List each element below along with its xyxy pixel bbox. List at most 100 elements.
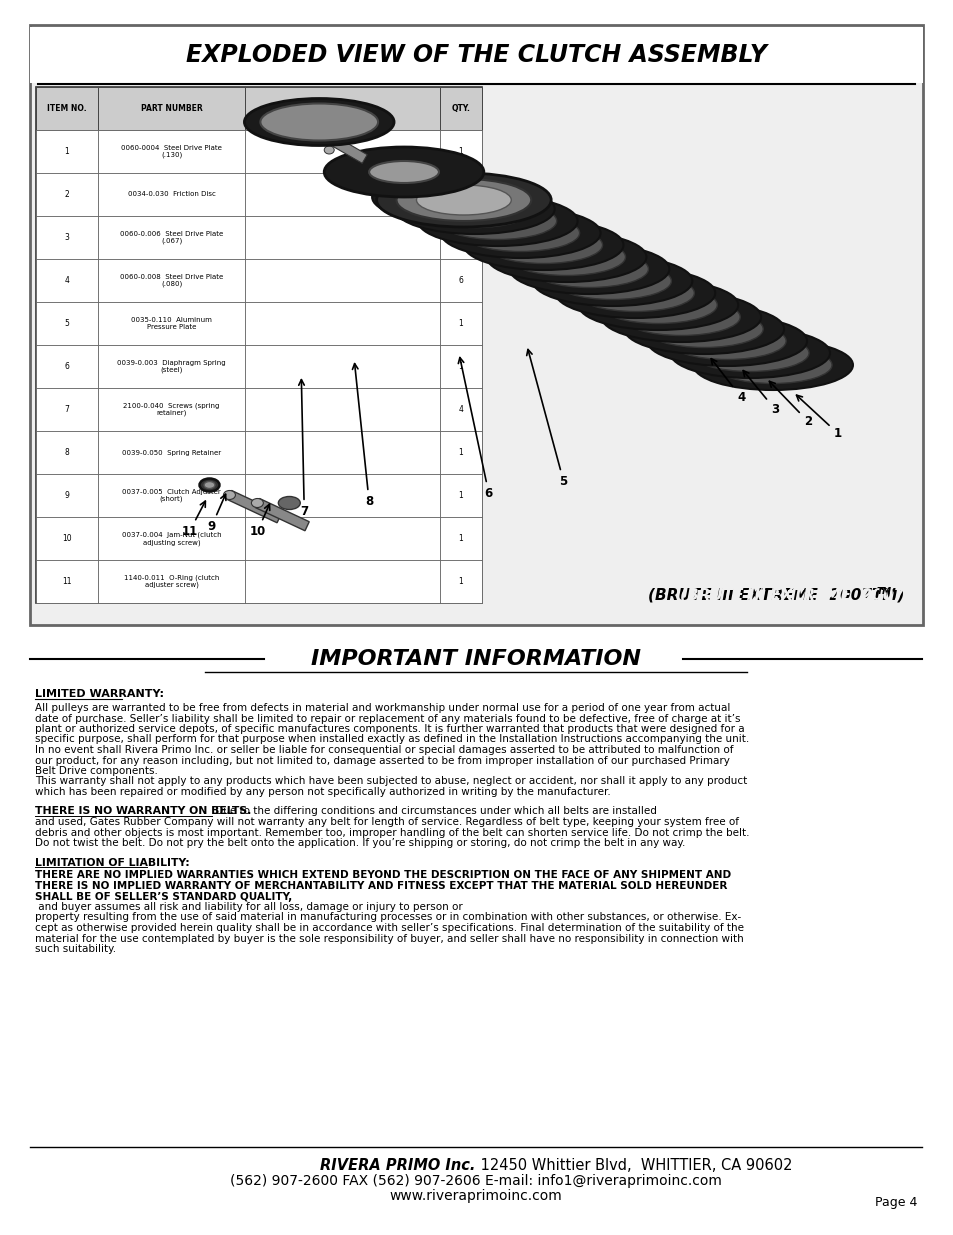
Bar [97, 431, 245, 474]
Text: 7: 7 [458, 190, 463, 199]
Bar [245, 431, 439, 474]
Text: 8: 8 [65, 448, 70, 457]
Ellipse shape [507, 238, 625, 275]
Ellipse shape [576, 274, 694, 311]
Bar [439, 86, 481, 130]
Text: 1: 1 [65, 147, 70, 156]
Bar [245, 216, 439, 259]
Bar [245, 259, 439, 303]
Bar [97, 345, 245, 388]
Text: EXPLODED VIEW OF THE CLUTCH ASSEMBLY: EXPLODED VIEW OF THE CLUTCH ASSEMBLY [186, 43, 766, 67]
Ellipse shape [630, 296, 685, 314]
Text: 0060-0.006  Steel Drive Plate
(.067): 0060-0.006 Steel Drive Plate (.067) [120, 231, 223, 245]
Bar [291, 116, 327, 143]
Ellipse shape [668, 322, 785, 359]
Ellipse shape [416, 190, 533, 227]
Text: (BRUTE III EXTREME  2007TM): (BRUTE III EXTREME 2007TM) [648, 588, 903, 603]
Ellipse shape [693, 340, 852, 390]
Text: such suitability.: such suitability. [35, 944, 116, 953]
Text: 4: 4 [65, 275, 70, 285]
Bar [245, 388, 439, 431]
Bar [36, 345, 97, 388]
Ellipse shape [393, 179, 510, 215]
Text: 1140-0.011  O-Ring (clutch
adjuster screw): 1140-0.011 O-Ring (clutch adjuster screw… [124, 574, 219, 589]
Text: our product, for any reason including, but not limited to, damage asserted to be: our product, for any reason including, b… [35, 756, 729, 766]
Ellipse shape [578, 280, 738, 330]
Text: plant or authorized service depots, of specific manufactures components. It is f: plant or authorized service depots, of s… [35, 724, 743, 734]
Bar [331, 137, 367, 163]
Ellipse shape [493, 225, 548, 242]
Text: 1: 1 [458, 362, 463, 370]
Bar [439, 559, 481, 603]
Bar [36, 303, 97, 345]
Text: Do not twist the belt. Do not pry the belt onto the application. If you’re shipp: Do not twist the belt. Do not pry the be… [35, 839, 684, 848]
Bar [439, 345, 481, 388]
Text: 8: 8 [352, 363, 373, 508]
Text: 5: 5 [65, 319, 70, 329]
Ellipse shape [714, 347, 831, 384]
Bar [36, 431, 97, 474]
Ellipse shape [516, 236, 571, 253]
Text: 5: 5 [526, 350, 567, 488]
Ellipse shape [691, 335, 808, 372]
Text: specific purpose, shall perform for that purpose when installed exactly as defin: specific purpose, shall perform for that… [35, 735, 748, 745]
Bar [36, 216, 97, 259]
Bar [36, 173, 97, 216]
Text: 9: 9 [207, 494, 226, 534]
Bar [97, 173, 245, 216]
Text: 0037-0.004  Jam-Nut (clutch
adjusting screw): 0037-0.004 Jam-Nut (clutch adjusting scr… [122, 531, 221, 546]
Text: In no event shall Rivera Primo Inc. or seller be liable for consequential or spe: In no event shall Rivera Primo Inc. or s… [35, 745, 733, 755]
Ellipse shape [670, 329, 829, 378]
Text: Due to the differing conditions and circumstances under which all belts are inst: Due to the differing conditions and circ… [213, 806, 657, 816]
Bar [439, 259, 481, 303]
Text: cept as otherwise provided herein quality shall be in accordance with seller’s s: cept as otherwise provided herein qualit… [35, 923, 743, 932]
Text: 1: 1 [458, 577, 463, 585]
Bar [245, 86, 439, 130]
Text: This warranty shall not apply to any products which have been subjected to abuse: This warranty shall not apply to any pro… [35, 777, 746, 787]
Text: 5: 5 [458, 233, 463, 242]
Text: 0039-0.050  Spring Retainer: 0039-0.050 Spring Retainer [122, 450, 221, 456]
Bar [36, 86, 481, 603]
Text: 6: 6 [65, 362, 70, 370]
Ellipse shape [204, 482, 214, 489]
Bar [97, 303, 245, 345]
Bar [439, 431, 481, 474]
Bar [439, 130, 481, 173]
Text: (BRUTE III EXTREME  2007: (BRUTE III EXTREME 2007 [679, 588, 902, 603]
Text: 7: 7 [65, 405, 70, 414]
Text: 0037-0.005  Clutch Adjuster
(short): 0037-0.005 Clutch Adjuster (short) [122, 489, 221, 503]
Ellipse shape [584, 273, 639, 289]
Bar [245, 517, 439, 559]
Text: which has been repaired or modified by any person not specifically authorized in: which has been repaired or modified by a… [35, 787, 610, 797]
Text: 2100-0.040  Screws (spring
retainer): 2100-0.040 Screws (spring retainer) [123, 403, 219, 416]
Text: THERE IS NO IMPLIED WARRANTY OF MERCHANTABILITY AND FITNESS EXCEPT THAT THE MATE: THERE IS NO IMPLIED WARRANTY OF MERCHANT… [35, 881, 726, 890]
Text: IMPORTANT INFORMATION: IMPORTANT INFORMATION [311, 650, 640, 669]
Ellipse shape [484, 226, 602, 263]
Bar [36, 559, 97, 603]
Ellipse shape [607, 284, 662, 301]
Text: 2: 2 [768, 382, 811, 429]
Ellipse shape [677, 321, 731, 337]
Ellipse shape [438, 203, 557, 240]
Bar [97, 474, 245, 517]
Bar [439, 517, 481, 559]
Ellipse shape [199, 478, 219, 492]
Text: property resulting from the use of said material in manufacturing processes or i: property resulting from the use of said … [35, 913, 740, 923]
Ellipse shape [622, 299, 740, 336]
Ellipse shape [624, 304, 783, 354]
Bar [245, 130, 439, 173]
Text: 1: 1 [796, 395, 841, 440]
Bar [439, 216, 481, 259]
Text: Belt Drive components.: Belt Drive components. [35, 766, 157, 776]
Ellipse shape [376, 173, 551, 227]
Text: 1: 1 [458, 319, 463, 329]
Text: DESCRIPTION: DESCRIPTION [314, 104, 372, 112]
Text: 0035-0.110  Aluminum
Pressure Plate: 0035-0.110 Aluminum Pressure Plate [131, 317, 212, 330]
Text: 3: 3 [65, 233, 70, 242]
Ellipse shape [647, 316, 806, 366]
Ellipse shape [722, 345, 777, 362]
Text: 10: 10 [249, 504, 270, 538]
Text: material for the use contemplated by buyer is the sole responsibility of buyer, : material for the use contemplated by buy… [35, 934, 743, 944]
Bar [30, 25, 922, 625]
Text: 1: 1 [458, 534, 463, 543]
